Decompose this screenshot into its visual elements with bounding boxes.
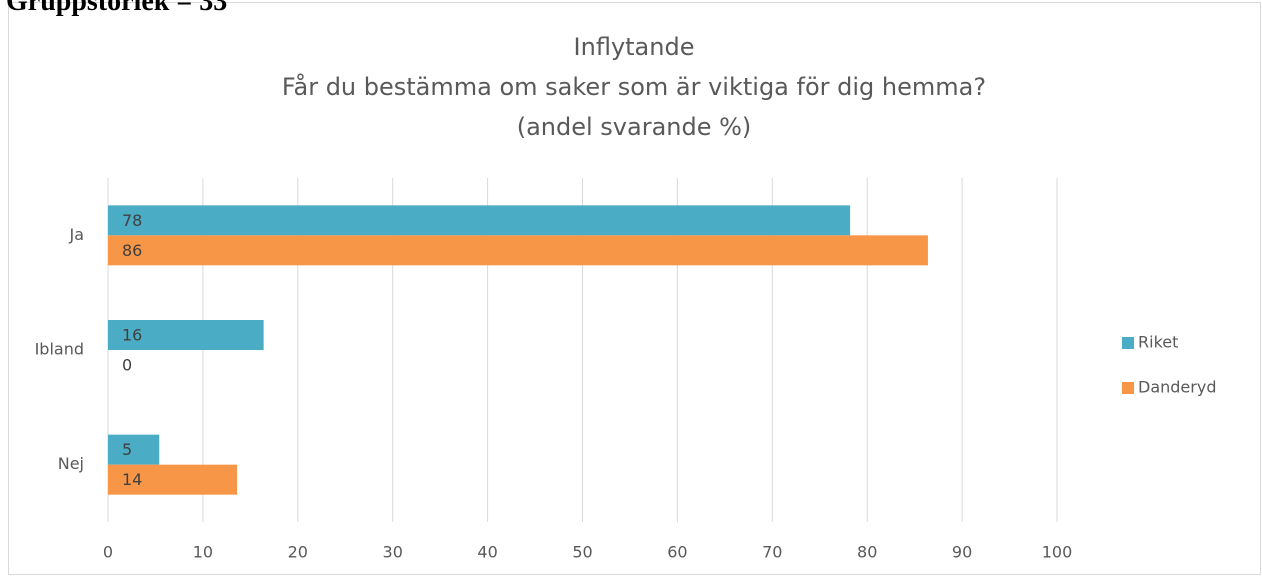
header: Gruppstorlek = 33 (6, 0, 227, 17)
chart-title: Får du bestämma om saker som är viktiga … (282, 72, 986, 101)
bar (108, 205, 851, 236)
data-label: 0 (122, 356, 132, 375)
x-tick-label: 90 (952, 543, 972, 562)
x-tick-label: 100 (1042, 543, 1073, 562)
legend-label: Danderyd (1138, 378, 1216, 397)
chart-title: Inflytande (574, 33, 695, 61)
data-label: 14 (122, 470, 142, 489)
bar (108, 320, 264, 350)
bar (108, 235, 928, 266)
data-label: 5 (122, 440, 132, 459)
bar (108, 464, 238, 495)
y-tick-label: Nej (58, 454, 84, 473)
data-label: 78 (122, 211, 142, 230)
x-tick-label: 60 (667, 543, 687, 562)
x-tick-label: 40 (477, 543, 497, 562)
data-label: 16 (122, 326, 142, 345)
x-tick-label: 80 (857, 543, 877, 562)
bar (108, 434, 160, 465)
y-tick-label: Ibland (35, 340, 84, 359)
y-tick-label: Ja (68, 225, 84, 244)
legend-swatch (1122, 337, 1134, 349)
x-tick-label: 10 (193, 543, 213, 562)
x-tick-label: 50 (572, 543, 592, 562)
legend-swatch (1122, 382, 1134, 394)
x-tick-label: 0 (103, 543, 113, 562)
legend-label: Riket (1138, 333, 1178, 352)
data-label: 86 (122, 241, 142, 260)
x-tick-label: 20 (288, 543, 308, 562)
x-tick-label: 70 (762, 543, 782, 562)
x-tick-label: 30 (383, 543, 403, 562)
chart-title: (andel svarande %) (517, 113, 752, 141)
